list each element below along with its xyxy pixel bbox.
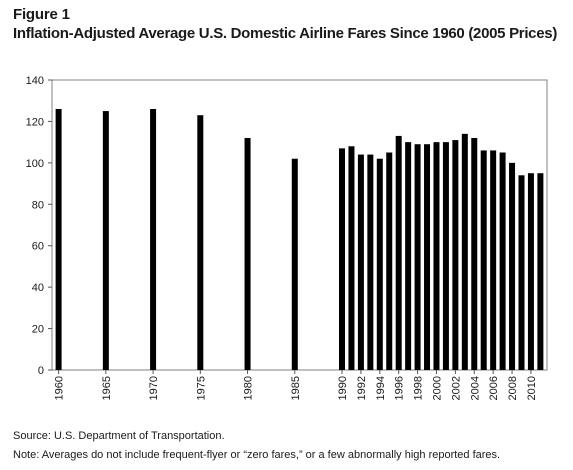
x-tick-label: 1994: [375, 376, 387, 400]
x-tick-label: 2006: [488, 376, 500, 400]
chart-title: Inflation-Adjusted Average U.S. Domestic…: [13, 25, 558, 42]
y-tick-label: 120: [26, 116, 44, 128]
x-tick-label: 1998: [413, 376, 425, 400]
bar-2000: [433, 142, 440, 370]
bar-1999: [424, 144, 431, 370]
x-tick-label: 2000: [431, 376, 443, 400]
x-tick-label: 1965: [101, 376, 113, 400]
bar-2004: [471, 138, 478, 370]
x-tick-label: 1992: [356, 376, 368, 400]
bar-2005: [480, 150, 487, 370]
x-tick-label: 2004: [469, 376, 481, 400]
bar-1975: [197, 115, 204, 370]
bar-2008: [509, 162, 516, 370]
x-tick-label: 1975: [195, 376, 207, 400]
bar-1998: [414, 144, 421, 370]
bar-1996: [395, 135, 402, 370]
bar-2011: [537, 173, 544, 370]
bar-2007: [499, 152, 506, 370]
bar-2001: [442, 142, 449, 370]
bar-1965: [102, 111, 109, 371]
x-axis: 1960 1965 1970 1975 1980 1985 1990 1992 1994 1996…: [54, 370, 538, 400]
y-tick-label: 20: [32, 324, 44, 336]
bar-2006: [490, 150, 497, 370]
y-tick-label: 80: [32, 199, 44, 211]
y-tick-label: 60: [32, 241, 44, 253]
bar-1980: [244, 138, 251, 370]
bar-1970: [150, 109, 157, 370]
x-tick-label: 2002: [450, 376, 462, 400]
y-tick-label: 40: [32, 282, 44, 294]
y-tick-label: 0: [38, 365, 44, 377]
bar-1992: [357, 154, 364, 370]
bar-1993: [367, 154, 374, 370]
x-tick-label: 1960: [54, 376, 66, 400]
y-tick-label: 140: [26, 75, 44, 87]
bar-2002: [452, 140, 459, 370]
x-tick-label: 1990: [337, 376, 349, 400]
x-tick-label: 1970: [148, 376, 160, 400]
bar-1990: [339, 148, 346, 370]
bar-1960: [55, 109, 62, 370]
y-tick-label: 100: [26, 158, 44, 170]
x-tick-label: 1980: [243, 376, 255, 400]
bars: [55, 109, 544, 371]
x-tick-label: 1985: [290, 376, 302, 400]
bar-2003: [461, 133, 468, 370]
bar-1995: [386, 152, 393, 370]
bar-1991: [348, 146, 355, 370]
plot-frame: [51, 79, 548, 371]
x-tick-label: 2008: [507, 376, 519, 400]
bar-1997: [405, 142, 412, 370]
footnote: Note: Averages do not include frequent-f…: [13, 449, 501, 461]
bar-1994: [376, 158, 383, 370]
bar-1985: [291, 158, 298, 370]
y-axis: 0 20 40 60 80 100 120 140: [26, 75, 52, 377]
bar-2010: [527, 173, 534, 370]
x-tick-label: 1996: [394, 376, 406, 400]
figure-label: Figure 1: [13, 6, 70, 23]
source-note: Source: U.S. Department of Transportatio…: [13, 430, 225, 442]
x-tick-label: 2010: [526, 376, 538, 400]
bar-2009: [518, 175, 525, 370]
